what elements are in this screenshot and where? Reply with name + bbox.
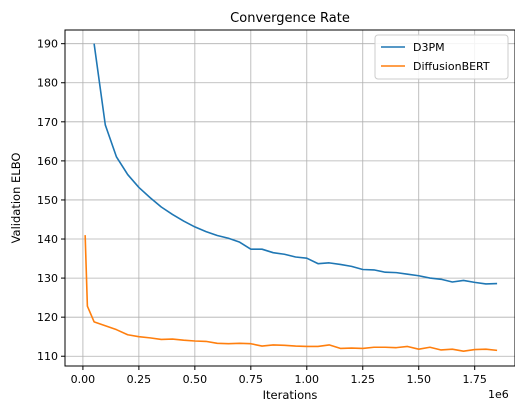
series-line-diffusionbert	[84, 235, 498, 352]
y-tick-label: 170	[37, 116, 58, 129]
legend-label: DiffusionBERT	[413, 60, 490, 73]
x-tick-label: 1.75	[462, 373, 487, 386]
y-tick-label: 140	[37, 233, 58, 246]
legend-box	[374, 34, 509, 80]
x-tick-label: 1.50	[406, 373, 431, 386]
x-tick-label: 0.75	[239, 373, 264, 386]
series-line-d3pm	[93, 43, 498, 285]
x-axis-label: Iterations	[263, 388, 318, 402]
grid	[65, 30, 515, 366]
y-tick-label: 130	[37, 272, 58, 285]
axes	[64, 29, 515, 367]
plot-area	[84, 43, 498, 352]
y-tick-label: 160	[37, 155, 58, 168]
legend-label: D3PM	[413, 41, 445, 54]
x-tick-label: 0.25	[127, 373, 152, 386]
y-axis-ticks: 110 120 130 140 150 160 170 180 190	[37, 38, 65, 363]
x-tick-label: 1.25	[351, 373, 376, 386]
y-tick-label: 180	[37, 77, 58, 90]
chart-title: Convergence Rate	[230, 11, 350, 26]
y-tick-label: 190	[37, 38, 58, 51]
axes-frame	[64, 29, 515, 367]
y-tick-label: 120	[37, 311, 58, 324]
x-axis-ticks: 0.00 0.25 0.50 0.75 1.00 1.25 1.50 1.75	[71, 366, 487, 386]
x-tick-label: 0.00	[71, 373, 96, 386]
x-axis-offset-label: 1e6	[488, 388, 509, 401]
y-axis-label: Validation ELBO	[9, 153, 23, 244]
x-tick-label: 1.00	[295, 373, 320, 386]
x-tick-label: 0.50	[183, 373, 208, 386]
y-tick-label: 150	[37, 194, 58, 207]
legend: D3PM DiffusionBERT	[374, 34, 509, 80]
y-tick-label: 110	[37, 350, 58, 363]
